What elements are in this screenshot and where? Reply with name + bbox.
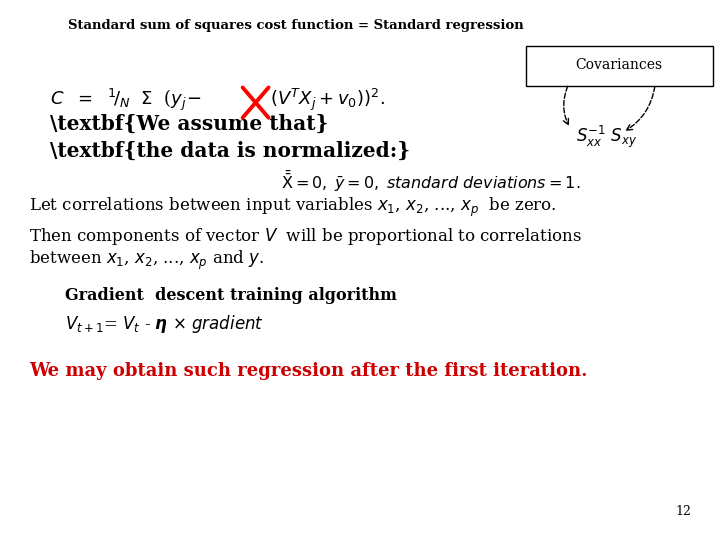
Text: \textbf{the data is normalized:}: \textbf{the data is normalized:} [50,140,410,160]
Text: $S^{-1}_{xx}\ S_{xy}$: $S^{-1}_{xx}\ S_{xy}$ [576,124,637,151]
Text: Gradient  descent training algorithm: Gradient descent training algorithm [65,287,397,304]
Text: We may obtain such regression after the first iteration.: We may obtain such regression after the … [29,362,588,380]
Text: Let correlations between input variables $\mathit{x}_1$, $\mathit{x}_2$, ..., $\: Let correlations between input variables… [29,195,557,219]
Text: between $\mathit{x}_1$, $\mathit{x}_2$, ..., $\mathit{x}_p$ and $\mathit{y}$.: between $\mathit{x}_1$, $\mathit{x}_2$, … [29,248,264,272]
Text: 12: 12 [675,505,691,518]
Text: $\bar{\bar{\mathrm{X}}} = 0,\; \bar{y} = 0,\; \mathit{standard\ deviations} = 1.: $\bar{\bar{\mathrm{X}}} = 0,\; \bar{y} =… [281,168,580,194]
FancyBboxPatch shape [526,46,713,86]
Text: \textbf{We assume that}: \textbf{We assume that} [50,113,329,133]
Text: Covariances: Covariances [575,58,663,72]
Text: Standard sum of squares cost function = Standard regression: Standard sum of squares cost function = … [68,19,524,32]
Text: $C$  $=$  $^{1}\!/_{N}$  $\Sigma$  ($y_j\!-$: $C$ $=$ $^{1}\!/_{N}$ $\Sigma$ ($y_j\!-$ [50,86,202,113]
Text: Then components of vector $\mathit{V}$  will be proportional to correlations: Then components of vector $\mathit{V}$ w… [29,226,582,247]
Text: $( V^{T}X_j + v_0))^2.$: $( V^{T}X_j + v_0))^2.$ [270,86,385,113]
Text: $V_{t+1}$= $V_t$ - $\boldsymbol{\eta}$ $\times$ $\mathit{gradient}$: $V_{t+1}$= $V_t$ - $\boldsymbol{\eta}$ $… [65,313,264,335]
